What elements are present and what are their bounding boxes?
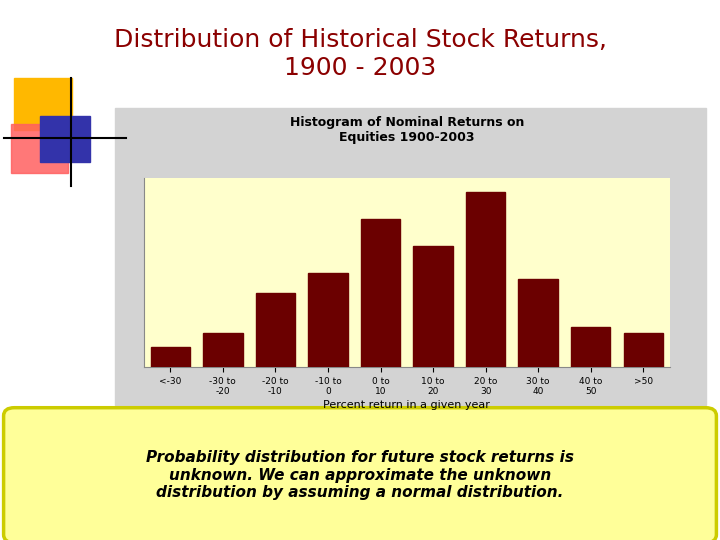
Bar — [40, 116, 90, 162]
Text: Histogram of Nominal Returns on
Equities 1900-2003: Histogram of Nominal Returns on Equities… — [289, 116, 524, 144]
Bar — [571, 327, 611, 367]
Bar — [115, 108, 706, 405]
Bar — [150, 347, 190, 367]
Bar — [308, 273, 348, 367]
Bar — [14, 78, 72, 130]
Bar — [203, 333, 243, 367]
Bar — [11, 124, 68, 173]
Bar — [466, 192, 505, 367]
Bar — [518, 280, 558, 367]
Bar — [256, 293, 295, 367]
Bar — [413, 246, 453, 367]
Bar — [361, 219, 400, 367]
X-axis label: Percent return in a given year: Percent return in a given year — [323, 401, 490, 410]
Text: Probability distribution for future stock returns is
unknown. We can approximate: Probability distribution for future stoc… — [146, 450, 574, 500]
Bar — [624, 333, 663, 367]
Text: Distribution of Historical Stock Returns,
1900 - 2003: Distribution of Historical Stock Returns… — [114, 28, 606, 80]
FancyBboxPatch shape — [4, 408, 716, 540]
